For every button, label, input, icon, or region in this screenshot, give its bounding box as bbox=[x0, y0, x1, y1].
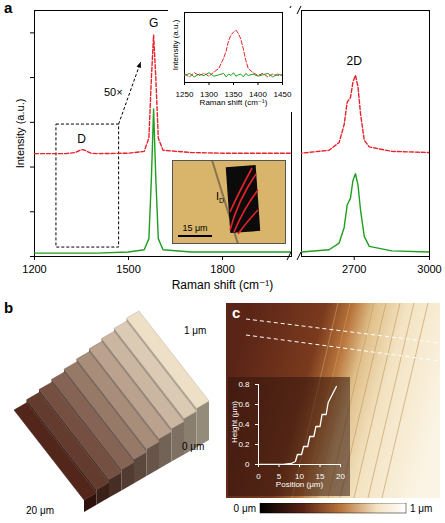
svg-text:1450: 1450 bbox=[274, 90, 292, 99]
svg-text:D: D bbox=[77, 132, 86, 146]
svg-text:20 μm: 20 μm bbox=[26, 505, 54, 516]
svg-text:0 μm: 0 μm bbox=[234, 503, 256, 514]
html-text:Raman shift (cm⁻¹): Raman shift (cm⁻¹) bbox=[171, 278, 274, 292]
svg-text:Raman shift (cm⁻¹): Raman shift (cm⁻¹) bbox=[200, 98, 268, 107]
svg-text:0.8: 0.8 bbox=[238, 380, 250, 389]
svg-text:1400: 1400 bbox=[249, 90, 267, 100]
svg-text:20: 20 bbox=[336, 472, 345, 481]
svg-text:1800: 1800 bbox=[210, 263, 234, 275]
svg-text:0: 0 bbox=[256, 472, 261, 481]
svg-text:0.4: 0.4 bbox=[238, 420, 250, 429]
svg-text:0: 0 bbox=[245, 460, 250, 469]
svg-text:15 μm: 15 μm bbox=[182, 223, 207, 233]
svg-text:2D: 2D bbox=[347, 54, 363, 68]
svg-text:1250: 1250 bbox=[176, 90, 194, 99]
svg-text:0.2: 0.2 bbox=[238, 440, 250, 449]
svg-text:Height (μm): Height (μm) bbox=[230, 401, 239, 443]
svg-text:1200: 1200 bbox=[22, 263, 46, 275]
html-text:a: a bbox=[4, 0, 13, 16]
svg-text:G: G bbox=[149, 16, 158, 30]
svg-text:5: 5 bbox=[276, 472, 282, 482]
svg-text:50×: 50× bbox=[104, 86, 123, 98]
svg-text:0 μm: 0 μm bbox=[182, 441, 204, 452]
svg-text:1500: 1500 bbox=[116, 263, 140, 275]
svg-text:0.6: 0.6 bbox=[238, 400, 250, 409]
svg-text:1350: 1350 bbox=[224, 90, 243, 100]
svg-text:15: 15 bbox=[315, 472, 325, 482]
html-text:b: b bbox=[4, 299, 14, 316]
svg-text:1 μm: 1 μm bbox=[410, 503, 432, 514]
svg-text:Intensity (a.u.): Intensity (a.u.) bbox=[171, 19, 180, 70]
html-text:c: c bbox=[232, 304, 241, 321]
svg-text:1300: 1300 bbox=[200, 90, 218, 100]
svg-text:1 μm: 1 μm bbox=[184, 325, 206, 336]
svg-text:3000: 3000 bbox=[417, 263, 441, 275]
svg-text:Position (μm): Position (μm) bbox=[276, 480, 324, 489]
svg-text:10: 10 bbox=[295, 472, 304, 482]
svg-text:2700: 2700 bbox=[342, 263, 366, 275]
svg-text:ID: ID bbox=[216, 190, 224, 204]
svg-text:Intensity (a.u.): Intensity (a.u.) bbox=[14, 99, 26, 169]
